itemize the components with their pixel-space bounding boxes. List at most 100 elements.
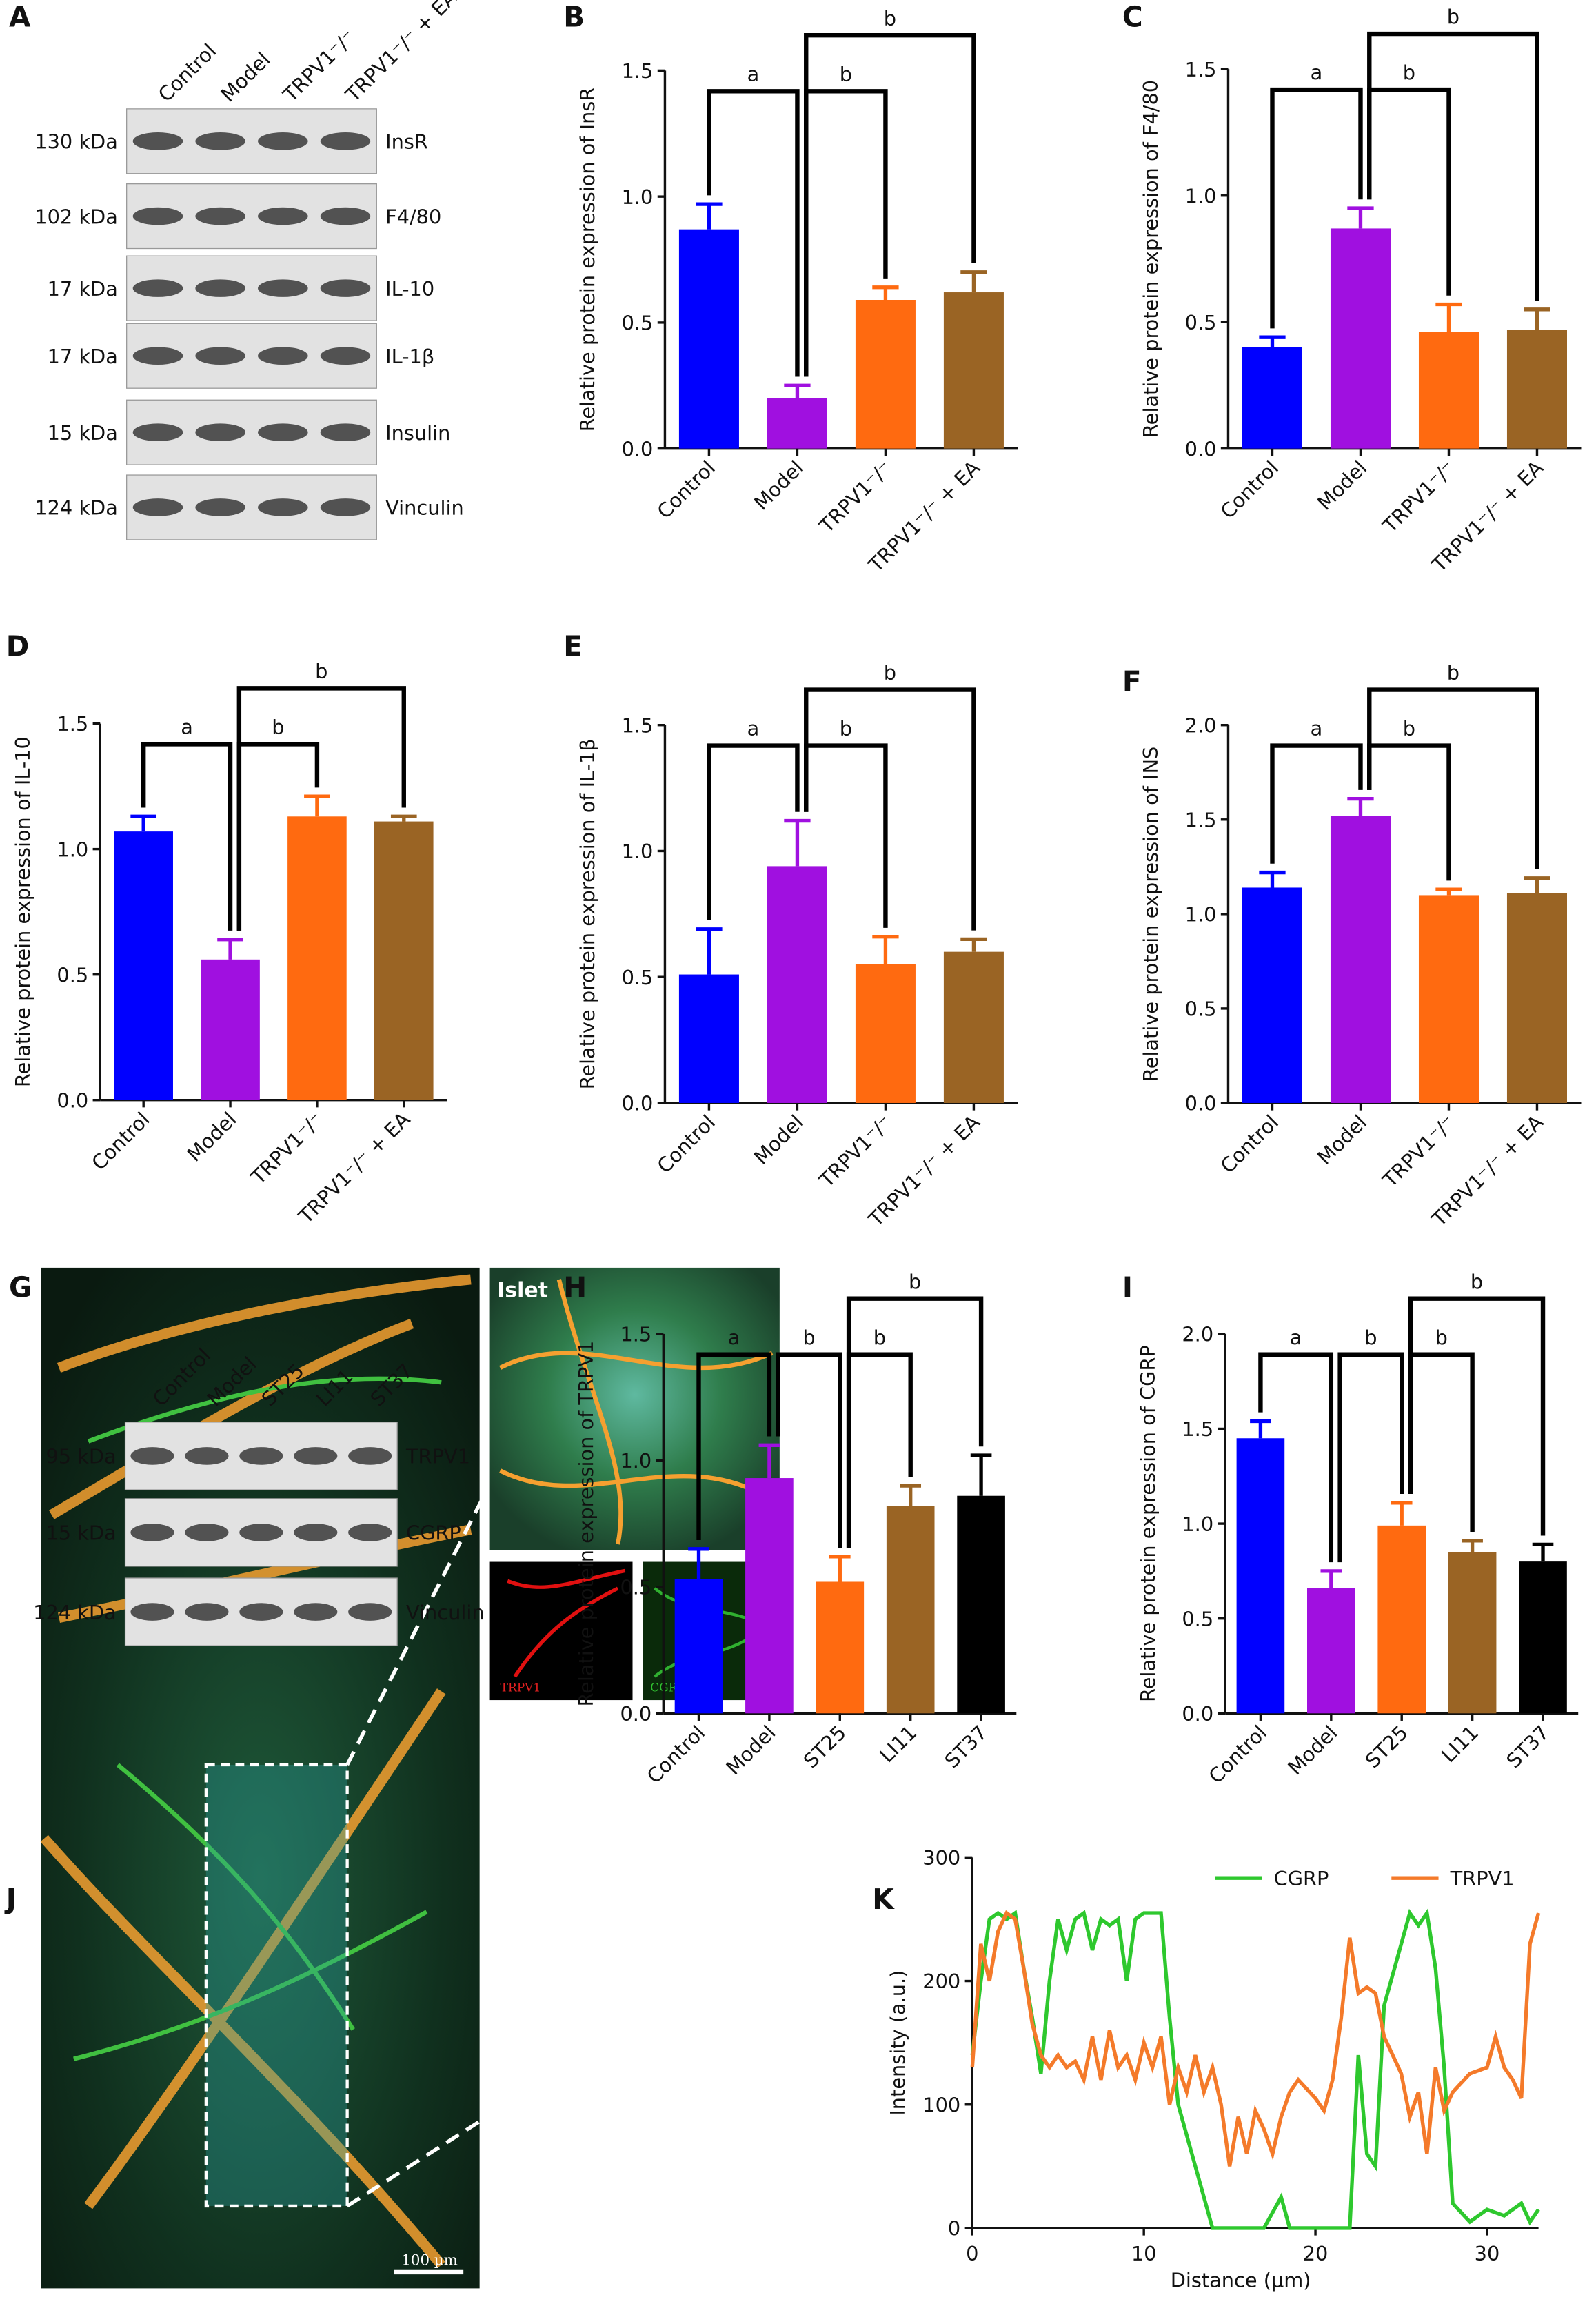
molecular-weight: 15 kDa — [46, 1521, 116, 1545]
x-tick-label: 20 — [1303, 2242, 1329, 2265]
islet-image — [489, 1267, 780, 1550]
x-tick-label: ST37 — [940, 1721, 991, 1772]
bar — [767, 398, 827, 449]
blot-band — [258, 498, 308, 516]
blot-band — [239, 1524, 283, 1541]
significance-bracket — [696, 1352, 772, 1540]
x-tick-label: Model — [1313, 456, 1371, 514]
panel-label: C — [1122, 0, 1143, 33]
error-bar — [1462, 1539, 1483, 1552]
y-tick-label: 2.0 — [1185, 714, 1217, 737]
molecular-weight: 17 kDa — [48, 277, 118, 301]
error-bar — [1435, 887, 1462, 896]
significance-label: a — [1311, 717, 1323, 740]
significance-label: b — [1447, 5, 1459, 28]
error-bar — [970, 1453, 992, 1496]
protein-name: Vinculin — [385, 496, 464, 520]
significance-bracket — [804, 32, 976, 377]
error-bar — [130, 814, 157, 832]
error-bar — [1259, 335, 1286, 347]
fiber — [499, 1279, 774, 1545]
molecular-weight: 102 kDa — [34, 205, 118, 228]
chart: E Relative protein expression of IL-1β 0.0… — [563, 629, 1018, 1231]
significance-label: a — [1290, 1326, 1302, 1349]
x-tick-label: Model — [1283, 1721, 1342, 1779]
significance-label: b — [909, 1270, 921, 1293]
significance-bracket — [846, 1296, 984, 1548]
y-axis-label: Relative protein expression of InsR — [576, 88, 599, 432]
x-tick-label: Control — [87, 1107, 154, 1175]
legend-label: CGRP — [1274, 1867, 1329, 1890]
blot-band — [239, 1447, 283, 1465]
blot-band — [320, 347, 371, 365]
y-tick-label: 1.0 — [1182, 1513, 1213, 1536]
error-bar — [900, 1484, 922, 1506]
bar — [816, 1581, 865, 1714]
x-tick-label: TRPV1⁻/⁻ — [1377, 456, 1459, 538]
significance-bracket — [1408, 1352, 1475, 1533]
significance-bracket — [1367, 31, 1539, 301]
x-tick-label: Control — [1215, 456, 1283, 523]
bar — [943, 951, 1004, 1103]
y-tick-label: 1.5 — [1185, 808, 1217, 831]
zoom-line — [345, 1492, 487, 2208]
channel-label: TRPV1 — [501, 1681, 541, 1695]
significance-label: b — [884, 6, 896, 30]
x-tick-label: Control — [652, 1111, 720, 1178]
lane-label: Model — [216, 48, 274, 106]
y-tick-label: 0.0 — [57, 1089, 88, 1112]
error-bar — [758, 1443, 780, 1479]
bar — [1330, 816, 1391, 1103]
islet-box — [204, 1763, 349, 2208]
significance-label: a — [747, 62, 760, 85]
blot-band — [320, 423, 371, 441]
blot-band — [258, 347, 308, 365]
blot-band — [132, 132, 183, 150]
significance-label: a — [747, 717, 760, 740]
significance-label: b — [1403, 717, 1415, 740]
protein-name: TRPV1 — [405, 1445, 470, 1468]
significance-label: b — [840, 62, 852, 85]
blot-band — [258, 132, 308, 150]
error-bar — [696, 202, 723, 230]
significance-bracket — [1270, 87, 1363, 329]
error-bar — [304, 794, 330, 817]
y-tick-label: 1.0 — [57, 838, 88, 861]
bar — [1377, 1525, 1426, 1714]
blot-band — [294, 1524, 338, 1541]
significance-label: b — [884, 661, 896, 685]
bar — [1448, 1552, 1497, 1714]
y-tick-label: 0.0 — [1185, 437, 1217, 461]
y-tick-label: 1.0 — [620, 1449, 651, 1473]
blot-band — [132, 423, 183, 441]
error-bar — [1250, 1419, 1271, 1439]
blot-band — [195, 347, 245, 365]
blot-band — [130, 1447, 174, 1465]
significance-label: a — [181, 716, 193, 739]
protein-name: IL-10 — [385, 277, 434, 301]
y-tick-label: 0.5 — [622, 312, 654, 335]
x-tick-label: Model — [749, 456, 808, 514]
significance-label: b — [1447, 661, 1459, 685]
y-tick-label: 0.5 — [57, 963, 88, 987]
bar — [678, 974, 739, 1103]
y-tick-label: 100 — [922, 2093, 960, 2116]
y-tick-label: 0.0 — [622, 1092, 654, 1115]
y-tick-label: 0.5 — [622, 966, 654, 989]
y-tick-label: 0.0 — [620, 1702, 651, 1726]
blot-band — [320, 498, 371, 516]
y-tick-label: 200 — [922, 1970, 960, 1993]
bar — [1330, 228, 1391, 449]
error-bar — [1259, 870, 1286, 888]
error-bar — [688, 1547, 709, 1579]
bar — [745, 1478, 794, 1714]
significance-bracket — [804, 687, 976, 931]
panel-label: D — [6, 629, 30, 663]
blot-band — [132, 207, 183, 225]
bar — [1242, 887, 1303, 1103]
fiber — [507, 1568, 626, 1678]
blot-band — [320, 207, 371, 225]
bar — [678, 229, 739, 449]
blot-band — [294, 1447, 338, 1465]
